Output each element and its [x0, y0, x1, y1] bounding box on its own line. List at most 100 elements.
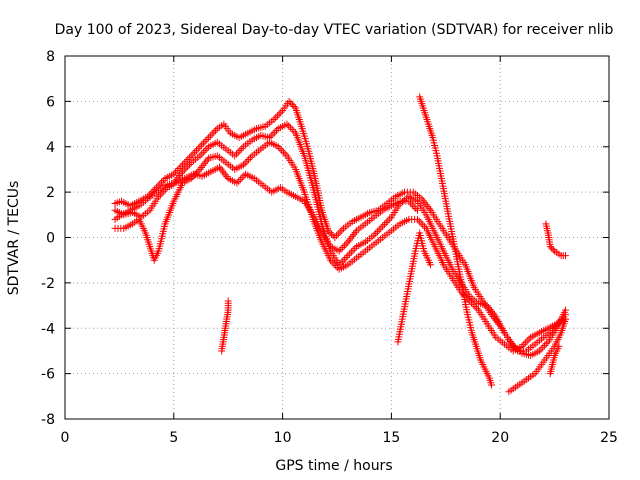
series-1 [111, 97, 569, 355]
series-5 [218, 297, 232, 355]
data-point [270, 116, 278, 124]
data-point [375, 226, 383, 234]
data-point [290, 102, 298, 110]
data-point [288, 101, 296, 109]
data-point [548, 244, 556, 252]
data-point [330, 260, 338, 268]
data-point [271, 128, 279, 136]
data-point [179, 161, 187, 169]
data-point [224, 297, 232, 305]
data-point [372, 229, 380, 237]
data-point [346, 250, 354, 258]
data-point [344, 252, 352, 260]
data-point [236, 175, 244, 183]
data-point [336, 228, 344, 236]
data-point [273, 112, 281, 120]
x-tick-label: 5 [169, 430, 178, 446]
data-point [466, 297, 474, 305]
data-point [162, 185, 170, 193]
data-point [196, 152, 204, 160]
data-point [196, 143, 204, 151]
data-point [191, 148, 199, 156]
data-point [408, 201, 416, 209]
data-point [208, 130, 216, 138]
data-point [324, 227, 332, 235]
x-tick-label: 0 [61, 430, 70, 446]
data-point [287, 99, 295, 107]
data-point [177, 163, 185, 171]
data-point [487, 381, 495, 389]
data-point [182, 164, 190, 172]
data-point [210, 128, 218, 136]
data-point [205, 134, 213, 142]
data-point [407, 199, 415, 207]
y-tick-label: 0 [46, 231, 55, 247]
x-tick-label: 10 [274, 430, 292, 446]
data-point [561, 252, 569, 260]
data-point [275, 110, 283, 118]
data-point [279, 148, 287, 156]
data-point [521, 339, 529, 347]
data-point [427, 261, 435, 269]
data-point [338, 226, 346, 234]
y-tick-label: -8 [41, 412, 55, 428]
series-8 [505, 315, 569, 396]
data-point [199, 139, 207, 147]
data-point [201, 137, 209, 145]
data-point [285, 97, 293, 105]
data-point [238, 145, 246, 153]
data-point [239, 161, 247, 169]
data-point [412, 204, 420, 212]
data-point [326, 228, 334, 236]
data-point [417, 219, 425, 227]
data-point [342, 253, 350, 261]
x-tick-label: 15 [382, 430, 400, 446]
data-point [382, 219, 390, 227]
data-point [541, 341, 549, 349]
marks-layer [111, 93, 569, 396]
data-point [274, 143, 282, 151]
data-point [233, 179, 241, 187]
data-point [377, 224, 385, 232]
data-point [471, 302, 479, 310]
data-point [180, 166, 188, 174]
data-point [379, 222, 387, 230]
data-point [236, 146, 244, 154]
data-point [185, 160, 193, 168]
data-point [542, 340, 550, 348]
data-point [172, 168, 180, 176]
data-point [473, 304, 481, 312]
data-point [238, 174, 246, 182]
data-point [337, 245, 345, 253]
data-point [212, 126, 220, 134]
data-point [328, 258, 336, 266]
data-point [155, 193, 163, 201]
data-point [414, 206, 422, 214]
data-point [555, 342, 563, 350]
data-point [561, 315, 569, 323]
x-tick-label: 25 [600, 430, 618, 446]
data-point [187, 152, 195, 160]
chart-title: Day 100 of 2023, Sidereal Day-to-day VTE… [55, 22, 614, 38]
data-point [170, 170, 178, 178]
data-point [370, 231, 378, 239]
data-point [520, 341, 528, 349]
data-point [537, 345, 545, 353]
data-point [201, 146, 209, 154]
y-tick-label: -6 [41, 367, 55, 383]
y-tick-label: 8 [46, 49, 55, 65]
data-point [420, 223, 428, 231]
x-tick-label: 20 [491, 430, 509, 446]
data-point [173, 166, 181, 174]
data-point [281, 150, 289, 158]
y-tick-label: 4 [46, 140, 55, 156]
data-point [342, 240, 350, 248]
data-point [232, 150, 240, 158]
data-point [419, 221, 427, 229]
data-point [339, 257, 347, 265]
x-axis-label: GPS time / hours [275, 458, 392, 474]
data-point [234, 148, 242, 156]
ticks-layer: 0 5 10 15 20 25 -8 -6 -4 -2 0 2 4 6 8 [41, 49, 618, 446]
data-point [333, 263, 341, 271]
data-point [267, 132, 275, 140]
